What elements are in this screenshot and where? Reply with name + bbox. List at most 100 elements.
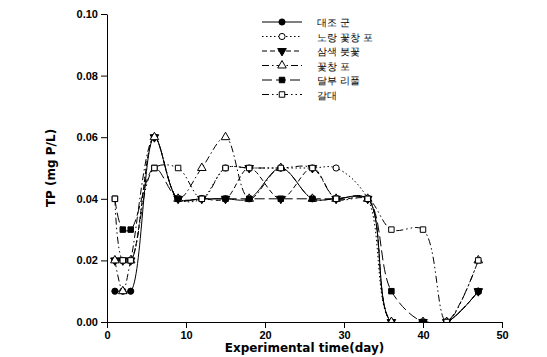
marker <box>332 194 341 201</box>
tick-label: 0 <box>104 329 110 341</box>
marker <box>474 255 483 262</box>
tick: 20 <box>259 322 271 341</box>
marker <box>475 288 481 294</box>
marker <box>309 196 315 202</box>
tick-label: 50 <box>496 329 508 341</box>
marker <box>111 255 120 262</box>
marker <box>223 196 228 201</box>
marker <box>277 163 286 170</box>
marker <box>333 165 339 171</box>
tick: 10 <box>180 322 192 341</box>
tick-label: 0.06 <box>77 131 98 143</box>
legend-label: 갈대 <box>317 90 337 101</box>
chart: 0.000.020.040.060.080.1001020304050대조 군노… <box>0 0 547 357</box>
tick: 0.02 <box>77 254 107 266</box>
tick-mark <box>101 322 107 323</box>
marker <box>444 319 449 322</box>
series-line <box>115 137 478 322</box>
legend-label: 노랑 꽃창 포 <box>317 32 373 43</box>
tick: 0.08 <box>77 70 107 82</box>
tick-mark <box>186 322 187 328</box>
marker <box>120 258 125 263</box>
marker <box>310 165 315 170</box>
marker <box>112 196 117 201</box>
marker <box>444 319 450 322</box>
marker <box>198 163 207 170</box>
series-line <box>115 137 478 322</box>
tick-mark <box>101 260 107 261</box>
marker <box>246 165 251 170</box>
marker <box>442 320 451 322</box>
marker <box>365 196 371 202</box>
marker <box>128 258 133 263</box>
legend-label: 꽃창 포 <box>317 61 350 72</box>
tick-mark <box>101 14 107 15</box>
marker <box>332 196 341 203</box>
marker <box>474 289 483 296</box>
marker <box>420 319 426 322</box>
marker <box>112 196 117 201</box>
tick-label: 0.04 <box>77 193 99 205</box>
tick: 0.00 <box>77 316 107 328</box>
marker <box>128 288 134 294</box>
marker <box>120 227 125 232</box>
legend-label: 삼색 붓꽃 <box>317 46 360 57</box>
legend-marker <box>279 33 285 39</box>
marker <box>333 196 339 202</box>
marker <box>277 196 286 203</box>
marker <box>419 320 428 322</box>
tick-mark <box>107 322 108 328</box>
marker <box>199 196 204 201</box>
marker <box>126 255 135 262</box>
axis-line <box>107 15 108 323</box>
tick: 30 <box>338 322 350 341</box>
marker <box>119 258 128 265</box>
plot: 0.000.020.040.060.080.1001020304050대조 군노… <box>77 8 509 341</box>
marker <box>246 196 252 202</box>
tick-label: 0.00 <box>77 316 98 328</box>
marker <box>152 165 157 170</box>
tick-mark <box>502 322 503 328</box>
tick-mark <box>101 199 107 200</box>
marker <box>245 166 254 173</box>
legend-marker <box>278 61 287 68</box>
marker <box>310 196 315 201</box>
tick: 0.10 <box>77 8 107 20</box>
marker <box>476 258 481 263</box>
marker <box>175 165 180 170</box>
tick-label: 10 <box>180 329 192 341</box>
marker <box>278 196 283 201</box>
marker <box>333 196 338 201</box>
marker <box>174 194 183 201</box>
marker <box>309 165 315 171</box>
marker <box>119 286 128 293</box>
marker <box>221 132 230 139</box>
marker <box>246 196 251 201</box>
tick-mark <box>344 322 345 328</box>
marker <box>420 319 425 322</box>
marker <box>222 165 228 171</box>
marker <box>420 227 425 232</box>
marker <box>128 227 133 232</box>
marker <box>444 319 449 322</box>
tick-label: 20 <box>259 329 271 341</box>
marker <box>120 257 126 263</box>
marker <box>278 165 283 170</box>
tick-label: 0.10 <box>77 8 98 20</box>
marker <box>475 288 481 294</box>
marker <box>389 288 394 293</box>
marker <box>308 166 317 173</box>
marker <box>175 196 181 202</box>
x-axis: 01020304050 <box>104 322 508 341</box>
series-line <box>115 137 478 322</box>
series-group <box>111 132 483 322</box>
y-axis: 0.00 0.02 0.04 0.06 0.08 0.10 <box>77 8 108 328</box>
marker <box>333 196 338 201</box>
legend: 대조 군노랑 꽃창 포삼색 붓꽃꽃창 포달부 리풀갈대 <box>262 17 373 101</box>
marker <box>198 196 207 203</box>
series-line <box>115 137 478 322</box>
marker <box>126 258 135 265</box>
legend-marker <box>279 77 284 82</box>
marker <box>444 319 450 322</box>
marker <box>223 165 228 170</box>
